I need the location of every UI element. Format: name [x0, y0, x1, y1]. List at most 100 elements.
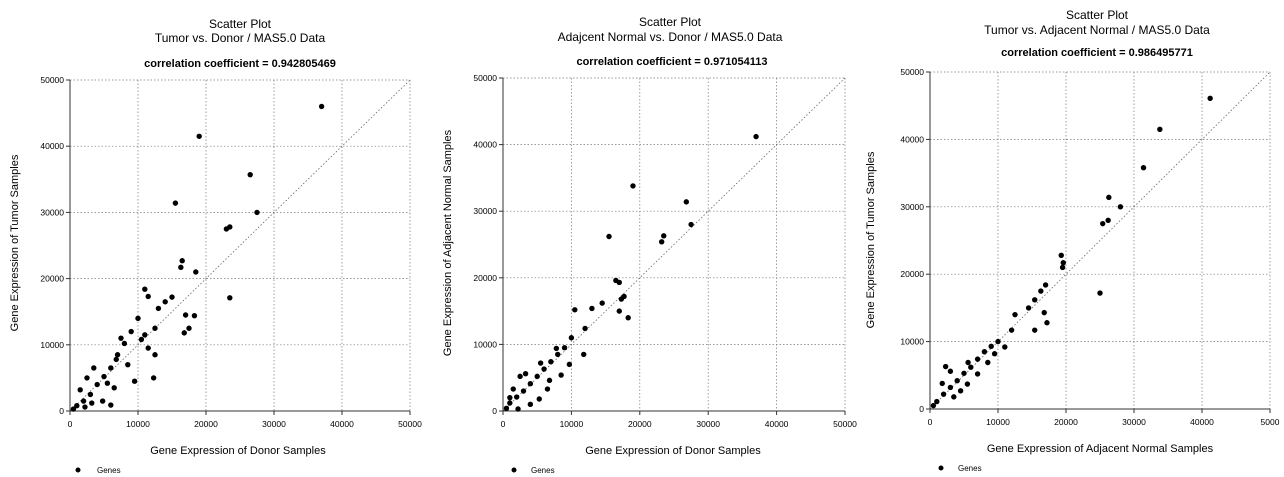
data-point — [111, 385, 117, 391]
data-point — [1002, 344, 1008, 350]
data-point — [108, 402, 114, 408]
data-point — [546, 377, 553, 384]
x-tick-label: 20000 — [628, 419, 652, 429]
data-point — [101, 373, 107, 380]
diagonal-reference-line — [69, 79, 411, 412]
data-point — [520, 388, 527, 394]
y-axis-label: Gene Expression of Adjacent Normal Sampl… — [442, 129, 454, 356]
x-tick-label: 0 — [501, 419, 506, 429]
x-tick-label: 40000 — [1190, 417, 1214, 427]
data-point — [82, 404, 88, 410]
diagonal-reference-line — [929, 71, 1271, 410]
x-tick-label: 5000 — [1261, 417, 1280, 427]
data-point — [1041, 309, 1047, 316]
data-point — [965, 359, 971, 366]
data-point — [1106, 194, 1112, 201]
y-tick-label: 0 — [59, 406, 64, 416]
data-point — [566, 361, 573, 368]
data-point — [616, 308, 622, 314]
data-point — [142, 332, 148, 338]
data-point — [118, 335, 124, 341]
y-tick-label: 40000 — [900, 134, 924, 144]
x-axis-label: Gene Expression of Donor Samples — [585, 445, 761, 457]
x-tick-label: 30000 — [262, 419, 286, 429]
chart-subtitle: Adajcent Normal vs. Donor / MAS5.0 Data — [558, 30, 783, 44]
chart-title: Scatter Plot — [209, 17, 272, 31]
data-point — [985, 359, 991, 366]
data-point — [947, 384, 954, 391]
data-point — [125, 361, 131, 368]
x-tick-label: 40000 — [330, 419, 354, 429]
data-point — [940, 391, 947, 397]
data-point — [606, 233, 612, 240]
data-point — [988, 343, 994, 350]
data-point — [1032, 327, 1038, 333]
data-point — [1060, 260, 1066, 266]
data-point — [561, 345, 568, 351]
data-point — [138, 336, 145, 343]
data-point — [135, 315, 141, 322]
data-point — [145, 345, 151, 351]
data-point — [247, 171, 253, 178]
y-tick-label: 40000 — [40, 141, 64, 151]
data-point — [939, 380, 945, 387]
y-tick-label: 50000 — [40, 75, 64, 85]
x-tick-label: 20000 — [1054, 417, 1078, 427]
data-point — [1038, 288, 1044, 294]
data-point — [1012, 311, 1018, 318]
data-point — [942, 363, 949, 370]
data-point — [131, 378, 138, 384]
y-tick-label: 30000 — [900, 202, 924, 212]
legend-label: Genes — [958, 464, 982, 473]
data-point — [934, 398, 940, 405]
data-point — [947, 368, 954, 374]
data-point — [544, 386, 551, 392]
data-point — [1100, 220, 1106, 227]
data-point — [964, 381, 971, 387]
data-point — [599, 300, 605, 306]
y-tick-label: 10000 — [40, 340, 64, 350]
data-point — [961, 370, 967, 376]
data-point — [84, 375, 90, 381]
data-point — [541, 366, 547, 372]
data-point — [108, 365, 114, 371]
x-tick-label: 30000 — [1122, 417, 1146, 427]
data-point — [89, 400, 95, 406]
x-tick-label: 20000 — [194, 419, 218, 429]
data-point — [974, 356, 981, 362]
legend-marker — [938, 465, 944, 471]
data-point — [227, 224, 233, 230]
data-point — [193, 269, 199, 275]
data-point — [178, 264, 184, 271]
data-point — [618, 296, 625, 302]
data-point — [507, 394, 513, 401]
data-point — [951, 394, 957, 400]
data-point — [613, 277, 619, 284]
data-point — [507, 400, 513, 406]
chart-subtitle: Tumor vs. Adjacent Normal / MAS5.0 Data — [984, 23, 1210, 37]
data-point — [1032, 297, 1038, 303]
chart-title: Scatter Plot — [1066, 8, 1129, 22]
x-axis-label: Gene Expression of Donor Samples — [150, 445, 326, 457]
data-point — [1097, 290, 1103, 296]
data-point — [99, 398, 106, 404]
y-tick-label: 50000 — [473, 73, 497, 83]
data-point — [522, 371, 529, 377]
legend-marker — [511, 467, 517, 473]
data-point — [589, 305, 595, 312]
data-point — [930, 402, 937, 409]
y-tick-label: 0 — [919, 404, 924, 414]
data-point — [196, 133, 202, 139]
data-point — [517, 373, 523, 380]
chart-adjacent-normal-vs-donor: Scatter Plot Adajcent Normal vs. Donor /… — [442, 15, 857, 475]
data-point — [179, 258, 185, 264]
legend-label: Genes — [531, 466, 555, 475]
data-point — [510, 386, 516, 392]
x-tick-label: 50000 — [398, 419, 422, 429]
data-point — [995, 338, 1001, 345]
y-tick-label: 20000 — [473, 273, 497, 283]
data-point — [555, 351, 561, 358]
data-point — [181, 330, 187, 336]
data-point — [954, 377, 960, 384]
data-point — [150, 375, 157, 381]
